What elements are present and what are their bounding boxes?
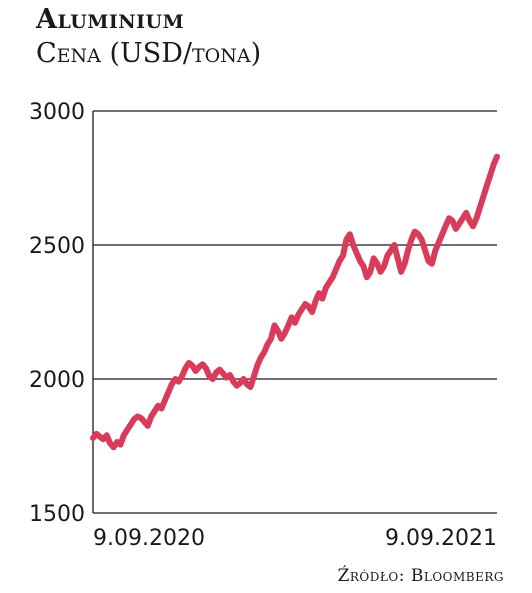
y-tick-label: 1500 [29,502,85,527]
x-axis-ticks: 9.09.2020 9.09.2021 [93,526,497,551]
chart-title: Aluminium [36,4,185,35]
y-axis-ticks: 1500 2000 2500 3000 [29,100,85,527]
y-tick-label: 3000 [29,100,85,125]
source-note: Źródło: Bloomberg [337,566,504,586]
x-tick-label: 9.09.2021 [385,526,497,551]
y-tick-label: 2000 [29,368,85,393]
grid-lines [93,110,497,380]
chart-subtitle: Cena (USD/tona) [36,38,262,69]
series-line [90,153,500,451]
series-group [90,153,500,451]
x-tick-label: 9.09.2020 [93,526,205,551]
axes [92,111,497,514]
y-tick-label: 2500 [29,234,85,259]
